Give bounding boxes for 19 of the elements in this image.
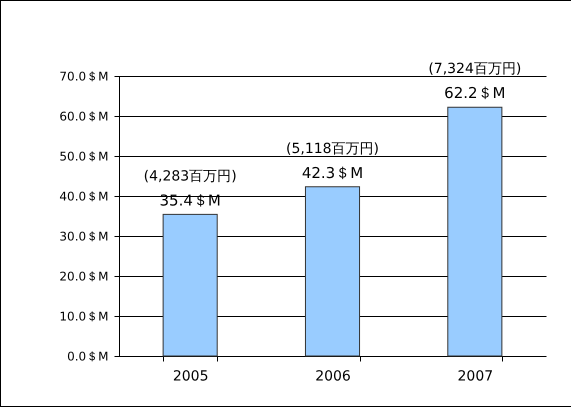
annotation: (4,283百万円) [144, 168, 237, 184]
y-tick-label: 60.0＄M [59, 110, 108, 124]
y-tick-label: 20.0＄M [59, 270, 108, 284]
data-label: 62.2＄M [444, 84, 506, 102]
x-tick-label: 2005 [172, 368, 208, 384]
y-tick-label: 70.0＄M [59, 70, 108, 84]
y-tick-label: 0.0＄M [67, 350, 108, 364]
bar [447, 106, 502, 356]
bar [162, 214, 218, 356]
y-tick-label: 40.0＄M [59, 190, 108, 204]
y-tick-label: 10.0＄M [59, 310, 108, 324]
annotation: (7,324百万円) [428, 61, 522, 78]
bar [304, 186, 360, 356]
x-tick-label: 2006 [315, 368, 351, 384]
y-tick-label: 50.0＄M [59, 150, 108, 164]
annotation: (5,118百万円) [286, 140, 380, 157]
y-tick-label: 30.0＄M [59, 230, 108, 244]
x-tick-label: 2007 [458, 368, 494, 384]
data-label: 42.3＄M [302, 164, 364, 182]
